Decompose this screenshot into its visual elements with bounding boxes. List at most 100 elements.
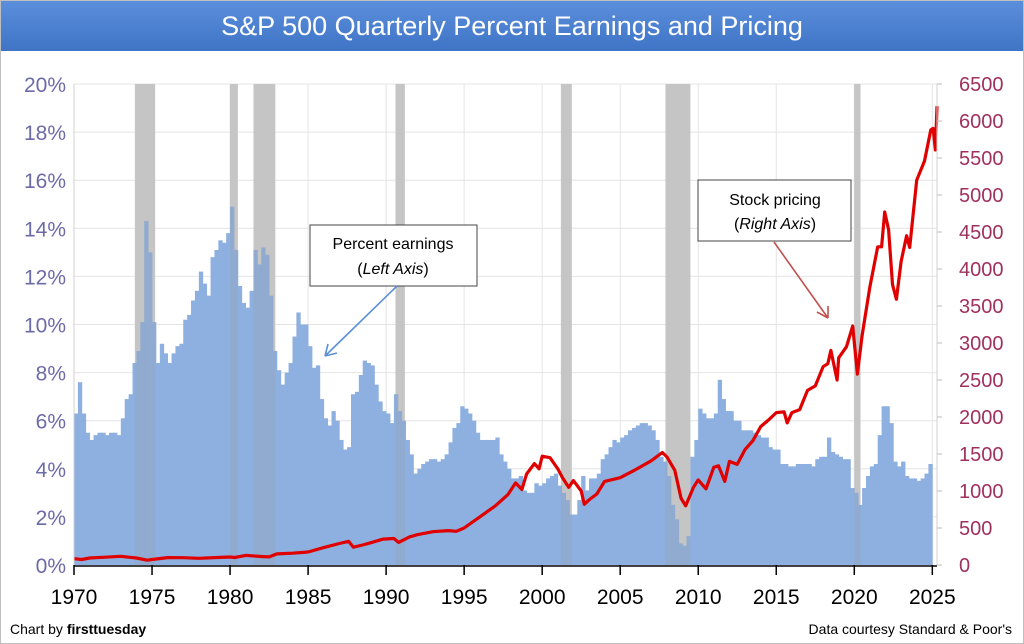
annotation-earnings-axis: Left Axis — [363, 261, 424, 278]
earnings-bar — [241, 302, 247, 565]
left-axis-tick-label: 4% — [36, 459, 66, 482]
earnings-bar — [834, 454, 840, 565]
annotation-earnings-line2: (Left Axis) — [357, 261, 428, 278]
right-axis-tick-label: 5500 — [959, 148, 1004, 170]
earnings-arrowhead-icon — [324, 343, 338, 357]
price-line — [73, 106, 939, 562]
earnings-bar — [503, 461, 508, 565]
earnings-bar — [799, 463, 804, 565]
earnings-bar — [429, 459, 434, 565]
earnings-bar — [354, 391, 360, 565]
earnings-bar — [670, 504, 676, 565]
earnings-bar — [319, 399, 325, 565]
earnings-bar — [514, 478, 520, 565]
earnings-bar — [413, 473, 418, 565]
x-axis-tick-label: 2005 — [597, 586, 644, 609]
right-axis-tick-label: 3500 — [959, 296, 1004, 318]
earnings-bar — [803, 463, 808, 565]
earnings-bar — [163, 353, 169, 565]
earnings-bar — [351, 394, 356, 565]
recession-band-overlay — [854, 84, 861, 565]
earnings-bar — [155, 362, 161, 565]
earnings-bar — [386, 413, 391, 565]
earnings-bar — [663, 461, 668, 565]
earnings-bar — [897, 466, 902, 565]
right-axis-tick-label: 500 — [959, 518, 992, 540]
right-axis-tick-label: 4500 — [959, 222, 1004, 244]
earnings-bar — [132, 362, 137, 565]
earnings-bar — [222, 242, 227, 566]
earnings-bar — [448, 442, 453, 565]
credit-prefix: Chart by — [10, 621, 67, 637]
recession-band-overlay — [665, 84, 691, 565]
earnings-bar — [265, 254, 270, 565]
x-axis-tick-label: 1980 — [207, 586, 254, 609]
earnings-bar — [296, 312, 301, 565]
earnings-bar — [245, 307, 250, 565]
earnings-bar — [682, 545, 687, 565]
earnings-bar — [456, 423, 461, 565]
earnings-bar — [592, 478, 598, 565]
right-axis-tick-label: 2500 — [959, 370, 1004, 392]
earnings-bar — [202, 283, 208, 565]
earnings-bar — [382, 411, 387, 565]
earnings-bar — [624, 435, 629, 565]
recession-band-overlay — [395, 84, 405, 565]
x-axis-tick-label: 2020 — [831, 586, 878, 609]
annotation-price-line1: Stock pricing — [729, 192, 821, 209]
earnings-bar — [276, 370, 282, 565]
earnings-bar — [183, 319, 188, 565]
earnings-bar — [628, 430, 633, 565]
earnings-bar — [854, 492, 859, 565]
earnings-bar — [495, 437, 500, 565]
earnings-bar — [144, 221, 149, 565]
earnings-bar — [889, 423, 894, 565]
earnings-bar — [358, 375, 364, 565]
left-axis-tick-label: 8% — [36, 363, 66, 386]
earnings-bar — [908, 478, 914, 565]
earnings-bar — [549, 476, 555, 565]
right-axis-tick-label: 5000 — [959, 185, 1004, 207]
earnings-bar — [230, 206, 235, 565]
earnings-bar — [128, 394, 133, 565]
right-axis-tick-label: 2000 — [959, 407, 1004, 429]
right-axis-tick-label: 1500 — [959, 444, 1004, 466]
earnings-bar — [191, 300, 196, 565]
earnings-bar — [304, 324, 309, 565]
earnings-bar — [237, 286, 243, 565]
earnings-bar — [862, 488, 867, 565]
earnings-bar — [109, 432, 114, 565]
earnings-bar — [210, 257, 215, 565]
earnings-bar — [842, 459, 847, 565]
earnings-bar — [261, 247, 266, 566]
earnings-bar — [748, 430, 754, 565]
earnings-bar — [491, 439, 496, 565]
earnings-bar — [530, 492, 535, 565]
earnings-bar — [487, 439, 492, 565]
earnings-bar — [179, 343, 184, 565]
earnings-bar — [93, 435, 98, 565]
earnings-bar — [440, 459, 446, 565]
earnings-bar — [920, 478, 925, 565]
earnings-bar — [475, 432, 481, 565]
earnings-bar — [546, 478, 551, 565]
earnings-bar — [538, 485, 543, 565]
earnings-bar — [764, 437, 769, 565]
earnings-bar — [116, 435, 122, 565]
earnings-bar — [631, 427, 637, 565]
earnings-bar — [249, 290, 254, 565]
recession-band — [854, 84, 861, 565]
chart-title: S&P 500 Quarterly Percent Earnings and P… — [221, 10, 803, 41]
earnings-bar — [194, 290, 200, 565]
earnings-bar — [284, 372, 289, 565]
earnings-bar — [706, 418, 711, 565]
earnings-bar — [869, 466, 875, 565]
earnings-bar — [565, 500, 570, 565]
earnings-bar — [362, 360, 368, 565]
earnings-bar — [612, 439, 617, 565]
earnings-bar — [113, 432, 118, 565]
earnings-bar — [280, 384, 286, 565]
earnings-bar — [159, 343, 165, 565]
earnings-bar — [335, 420, 340, 565]
earnings-bar — [823, 456, 828, 565]
